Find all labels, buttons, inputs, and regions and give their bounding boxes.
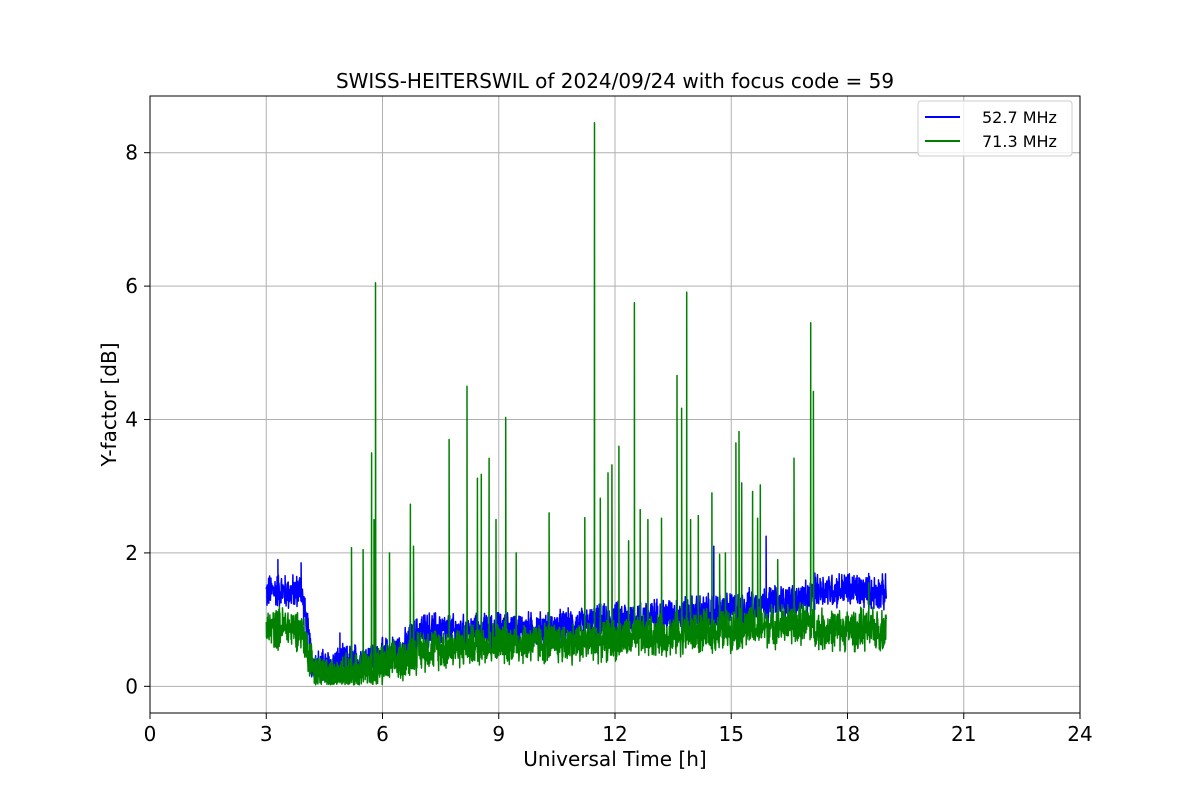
series-line — [265, 121, 888, 686]
x-axis-label: Universal Time [h] — [523, 747, 706, 771]
x-tick-label: 15 — [719, 722, 744, 746]
legend: 52.7 MHz 71.3 MHz — [917, 100, 1073, 157]
x-tick-label: 18 — [835, 722, 860, 746]
x-tick-label: 24 — [1067, 722, 1092, 746]
legend-label: 71.3 MHz — [982, 132, 1057, 151]
y-tick-label: 4 — [125, 408, 138, 432]
x-tick-label: 9 — [492, 722, 505, 746]
x-tick-label: 21 — [951, 722, 976, 746]
x-tick-label: 3 — [260, 722, 273, 746]
x-tick-label: 6 — [376, 722, 389, 746]
y-tick-label: 6 — [125, 274, 138, 298]
legend-box — [917, 100, 1073, 157]
x-tick-label: 12 — [602, 722, 627, 746]
y-tick-label: 0 — [125, 674, 138, 698]
y-tick-label: 2 — [125, 541, 138, 565]
y-tick-label: 8 — [125, 141, 138, 165]
chart-title: SWISS-HEITERSWIL of 2024/09/24 with focu… — [336, 69, 894, 93]
plot-lines — [265, 121, 888, 686]
legend-label: 52.7 MHz — [982, 108, 1057, 127]
x-tick-label: 0 — [144, 722, 157, 746]
y-axis-label: Y-factor [dB] — [97, 342, 121, 467]
